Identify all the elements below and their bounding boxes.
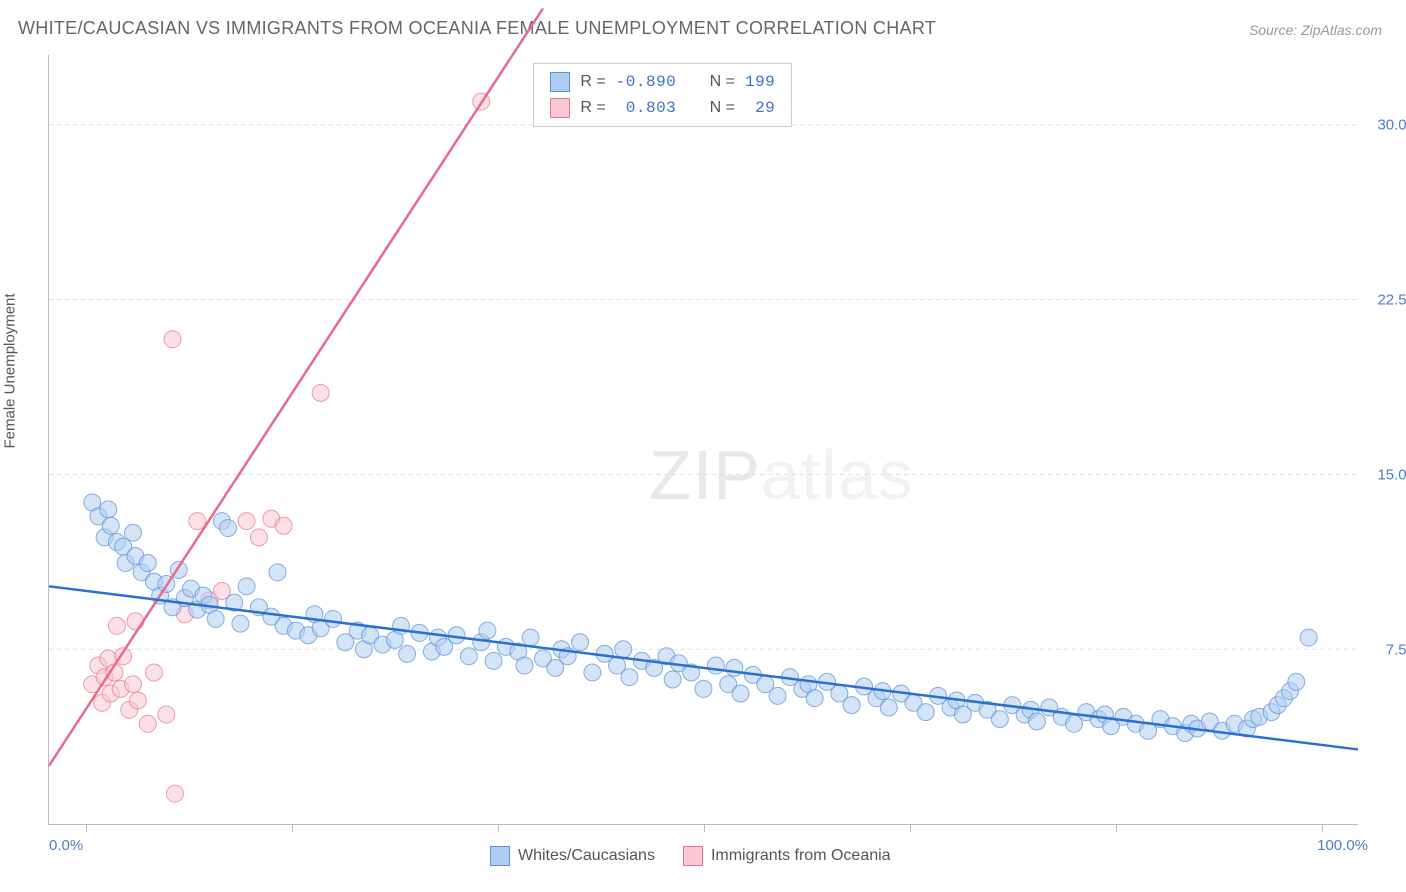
x-tick [86,824,87,832]
x-tick [704,824,705,832]
y-axis-label: Female Unemployment [2,293,19,448]
x-tick [292,824,293,832]
y-tick-label: 15.0% [1377,467,1406,484]
plot-area: ZIPatlas 7.5%15.0%22.5%30.0% 0.0% 100.0%… [48,55,1358,825]
legend-series-item: Whites/Caucasians [490,846,655,866]
legend-swatch [550,72,570,92]
legend-swatch [683,846,703,866]
legend-series-item: Immigrants from Oceania [683,846,891,866]
x-tick [1322,824,1323,832]
legend-row: R = 0.803 N = 29 [550,95,775,121]
legend-row: R = -0.890 N = 199 [550,69,775,95]
legend-correlation: R = -0.890 N = 199R = 0.803 N = 29 [533,63,792,127]
x-tick-0: 0.0% [49,837,83,854]
y-tick-label: 22.5% [1377,292,1406,309]
chart-svg [49,55,1358,824]
legend-series-label: Whites/Caucasians [518,847,655,865]
chart-title: WHITE/CAUCASIAN VS IMMIGRANTS FROM OCEAN… [18,18,936,39]
x-tick [1116,824,1117,832]
legend-series: Whites/Caucasians Immigrants from Oceania [490,846,891,866]
x-tick-100: 100.0% [1317,837,1368,854]
x-tick [498,824,499,832]
source-label: Source: ZipAtlas.com [1249,22,1382,38]
legend-swatch [550,98,570,118]
y-tick-label: 7.5% [1386,642,1406,659]
x-tick [910,824,911,832]
legend-swatch [490,846,510,866]
y-tick-label: 30.0% [1377,117,1406,134]
legend-series-label: Immigrants from Oceania [711,847,891,865]
